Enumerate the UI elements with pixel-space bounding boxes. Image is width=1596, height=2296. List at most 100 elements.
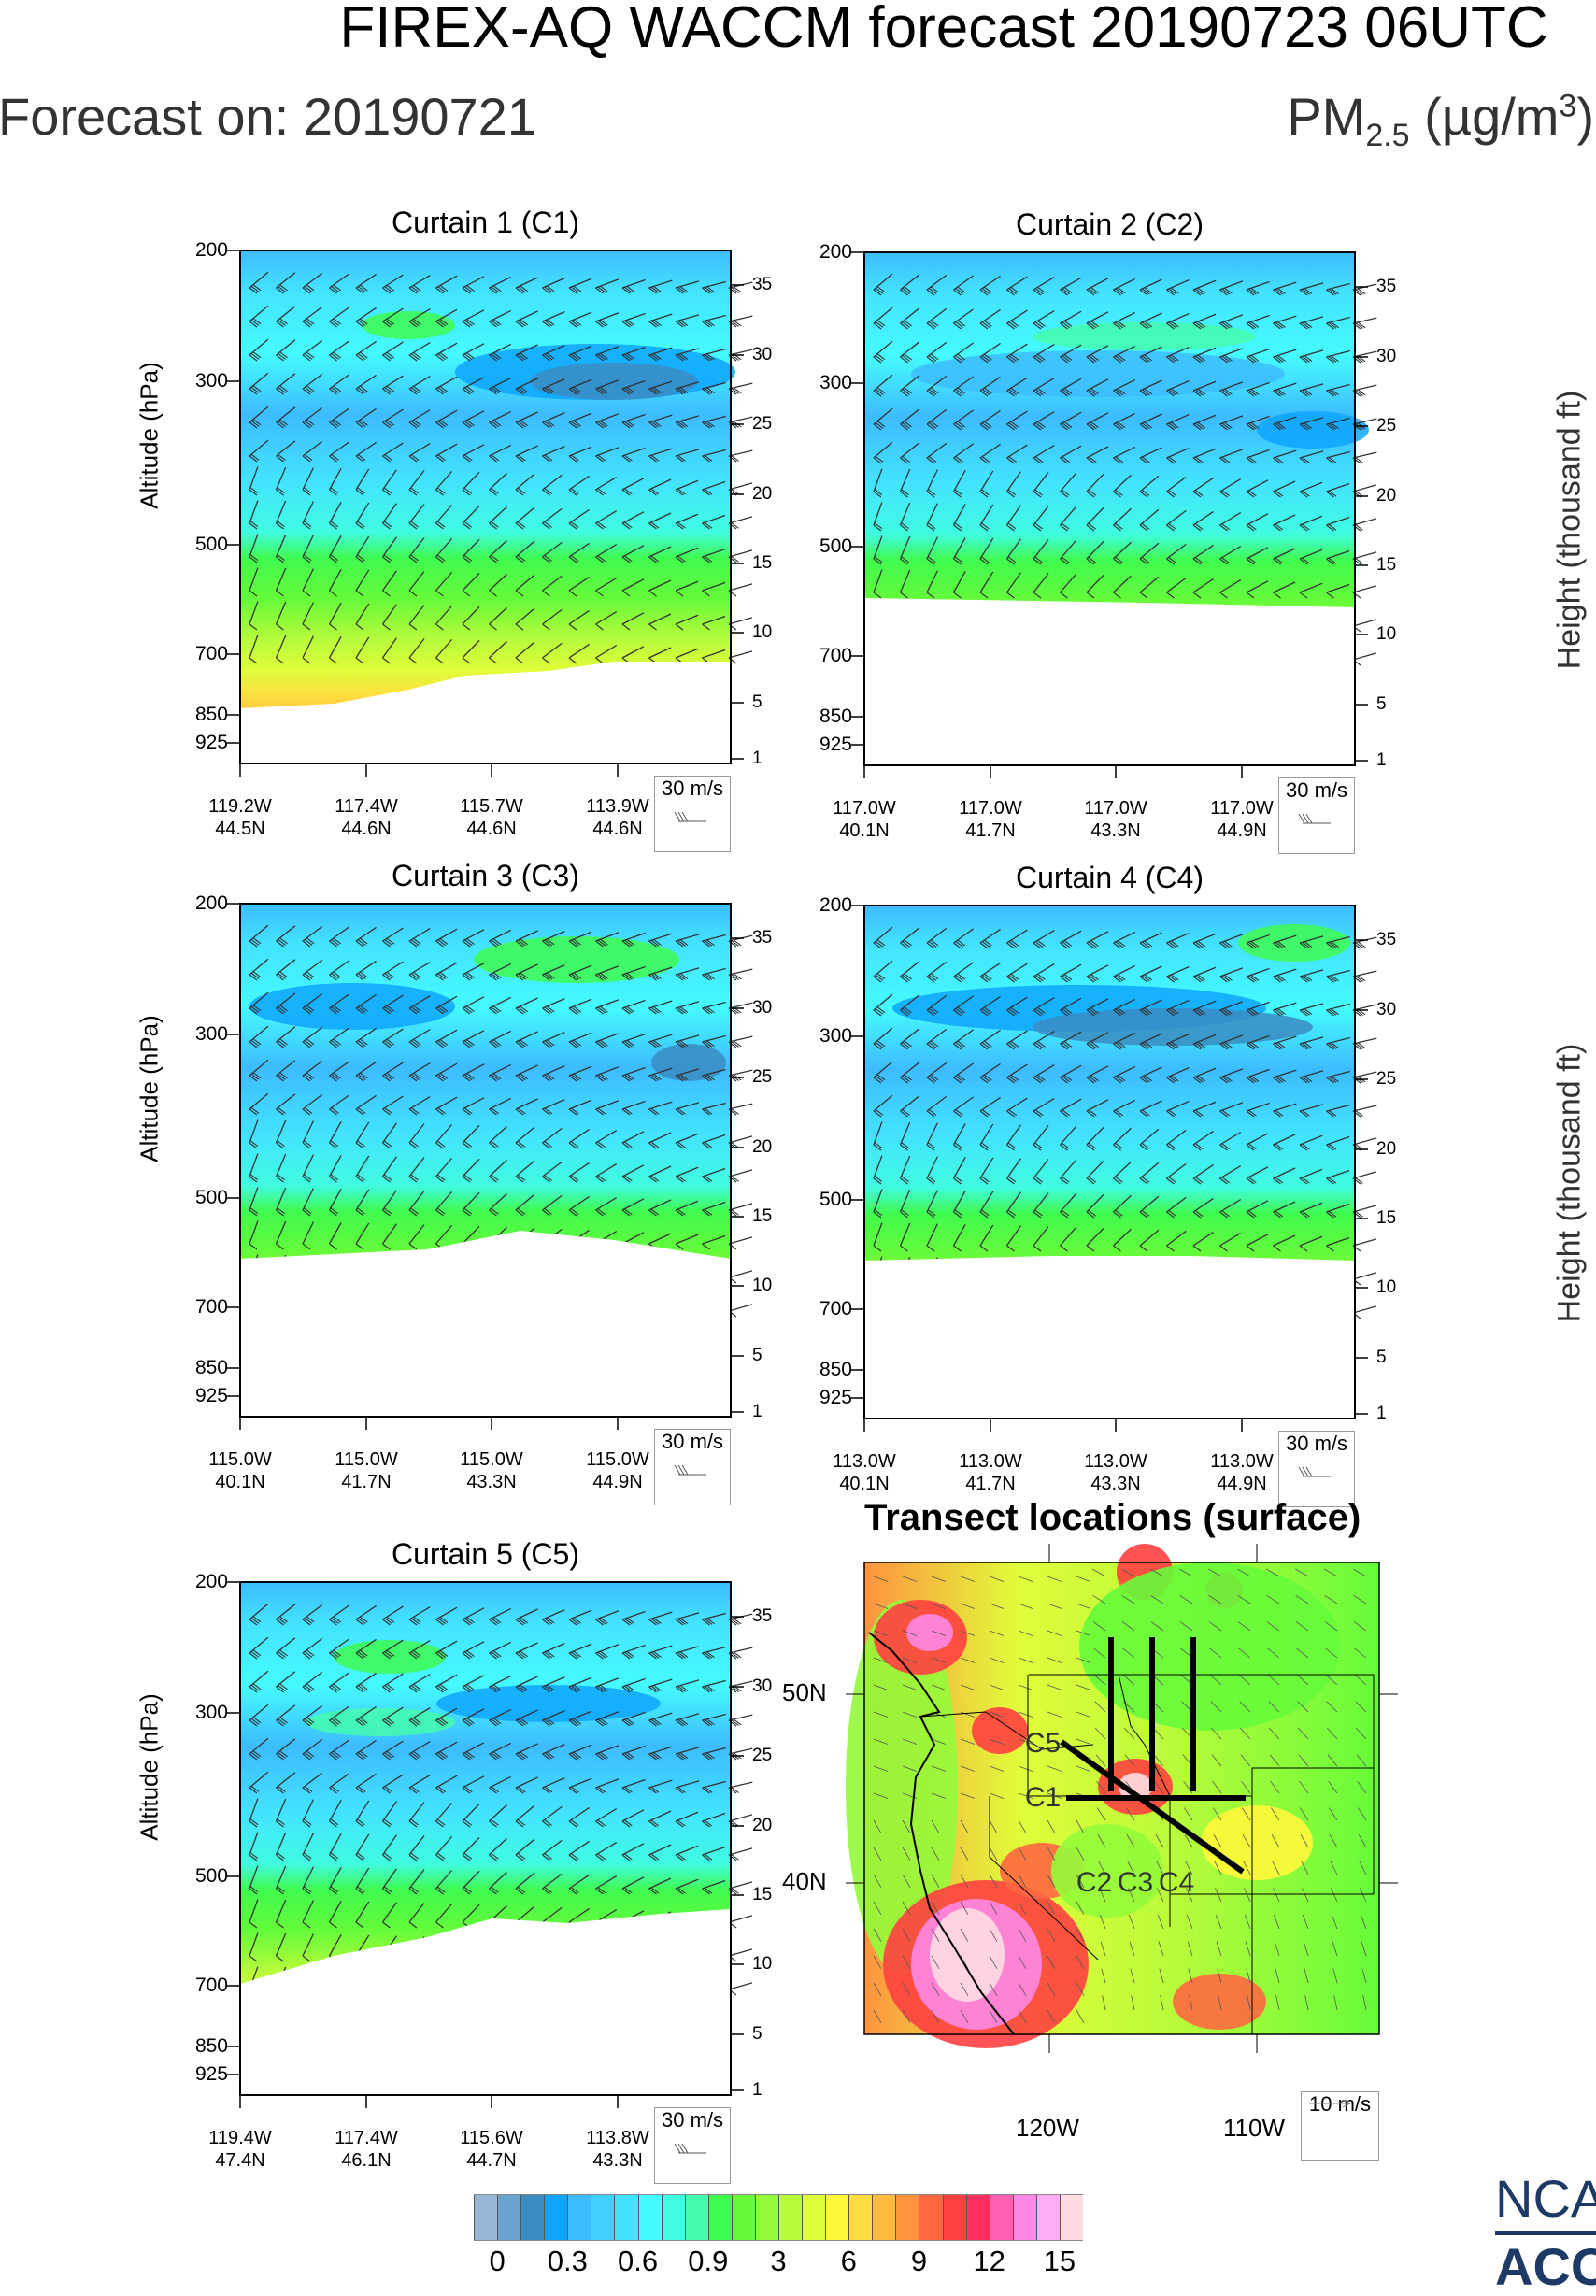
colorbar-swatch [1013,2195,1036,2240]
units-pm: PM [1287,87,1365,146]
y-tick-label: 925 [819,734,852,756]
latitude-label: 40.1N [184,1471,296,1493]
transect-label-c2: C2 [1076,1867,1112,1899]
wind-barb [729,1305,752,1317]
y-axis-label-c5: Altitude (hPa) [135,1693,164,1841]
wind-barb [729,1204,752,1216]
pm25-contour [1257,411,1369,449]
main-title: FIREX-AQ WACCM forecast 20190723 06UTC [0,0,1596,61]
forecast-date: Forecast on: 20190721 [0,86,536,147]
longitude-label: 115.0W [184,1448,296,1471]
latitude-label: 41.7N [934,820,1047,842]
colorbar-label: 0.9 [688,2245,728,2278]
y2-axis-label-row1: Height (thousand ft) [1552,391,1589,670]
map-wind-legend: 10 m/s [1301,2091,1379,2161]
curtain-title: Curtain 3 (C3) [240,859,731,893]
wind-barb [729,1748,752,1760]
wind-barb [729,651,752,663]
wind-barb [729,584,752,596]
y-tick-label: 925 [195,732,228,754]
longitude-label: 117.4W [310,795,422,818]
wind-barb-icon [669,2132,716,2161]
wind-barb [1353,552,1376,564]
lon-tick-label: 120W [1016,2114,1079,2143]
y2-tick-label: 30 [752,998,772,1019]
wind-barb [729,282,752,293]
colorbar-swatch [802,2195,825,2240]
y2-tick-label: 25 [1376,1069,1396,1090]
pm25-contour [651,1044,726,1081]
wind-legend-label: 30 m/s [655,2108,730,2132]
terrain-mask [864,1256,1355,1419]
wind-barb-icon [669,1454,716,1482]
colorbar-swatch [966,2195,990,2240]
latitude-label: 41.7N [934,1473,1047,1495]
units-close: ) [1576,87,1594,146]
wind-barb [729,1848,752,1861]
pm25-contour [1033,1008,1313,1046]
latitude-label: 44.5N [184,818,296,840]
longitude-label: 115.7W [435,795,548,818]
units-rest: (µg/m [1410,87,1560,146]
y2-tick-label: 35 [752,275,772,295]
wind-barb [1353,653,1376,665]
y2-tick-label: 1 [752,1402,762,1422]
longitude-label: 113.0W [1060,1450,1172,1473]
colorbar-swatch [638,2195,662,2240]
y-tick-label: 925 [819,1387,852,1409]
wind-barb [1353,284,1376,295]
y2-tick-label: 35 [752,928,772,948]
y2-tick-label: 15 [1376,1208,1396,1229]
y-tick-label: 300 [195,1702,228,1724]
y2-tick-label: 20 [1376,1139,1396,1160]
wind-legend: 30 m/s [654,2107,731,2184]
wind-barb [1353,1306,1376,1319]
colorbar-swatch [848,2195,872,2240]
colorbar-label: 6 [841,2245,857,2278]
y-tick-label: 200 [195,892,228,915]
wind-barb [1353,971,1376,982]
transect-label-c3: C3 [1118,1867,1153,1899]
wind-barb [1353,1072,1376,1083]
y2-tick-label: 1 [752,749,762,769]
wind-barb [1353,385,1376,396]
wind-barb-icon [1293,1456,1340,1484]
y-tick-label: 700 [195,643,228,665]
longitude-label: 117.0W [808,797,920,820]
wind-barb [729,1715,752,1726]
wind-barb [729,316,752,327]
wind-barb [1353,318,1376,329]
wind-legend-label: 30 m/s [1279,778,1354,803]
wind-barb [729,1136,752,1148]
longitude-label: 115.0W [310,1448,422,1471]
pm25-contour [911,350,1285,397]
y-tick-label: 850 [195,704,228,726]
colorbar-swatch [591,2195,614,2240]
longitude-label: 117.0W [1060,797,1172,820]
pm25-contour [972,1707,1028,1754]
latitude-label: 44.7N [435,2149,548,2172]
latitude-label: 47.4N [184,2149,296,2172]
wind-barb [1353,519,1376,531]
wind-barb [729,1815,752,1827]
arrow-icon [1302,2092,1358,2111]
colorbar-label: 15 [1044,2245,1076,2278]
y-tick-label: 850 [819,1359,852,1381]
wind-barb [729,1916,752,1928]
colorbar-swatch [755,2195,778,2240]
y2-tick-label: 20 [752,1816,772,1836]
longitude-label: 119.4W [184,2127,296,2149]
curtain-title: Curtain 1 (C1) [240,206,731,240]
y2-tick-label: 5 [1376,1348,1387,1368]
